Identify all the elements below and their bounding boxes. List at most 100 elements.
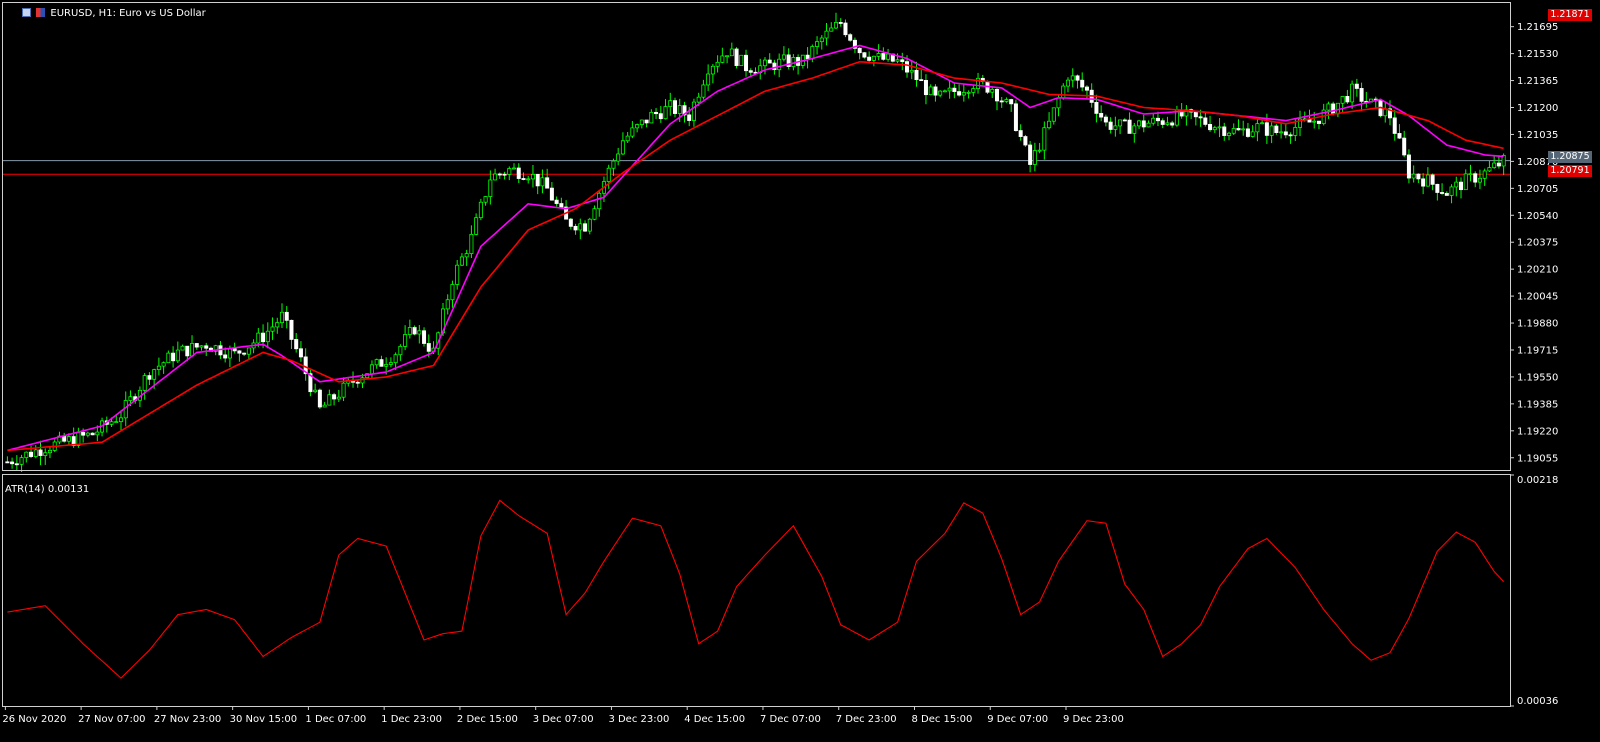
candle-body	[554, 199, 559, 204]
x-tick-label: 8 Dec 15:00	[911, 714, 972, 725]
candle-body	[1430, 174, 1435, 185]
candle-body	[710, 65, 715, 75]
candle-body	[1222, 126, 1227, 136]
candle-body	[999, 100, 1004, 103]
x-tick-label: 4 Dec 15:00	[684, 714, 745, 725]
candle-body	[95, 431, 100, 436]
candle-body	[332, 394, 337, 400]
candle-body	[871, 55, 876, 61]
candle-body	[852, 39, 857, 49]
candle-body	[265, 330, 270, 343]
candle-body	[720, 55, 725, 63]
candle-body	[663, 106, 668, 120]
candle-body	[336, 396, 341, 400]
candle-body	[512, 167, 517, 170]
candle-body	[938, 90, 943, 96]
candle-body	[611, 160, 616, 169]
candle-body	[29, 451, 34, 457]
candle-body	[180, 345, 185, 351]
series-ma-fast	[7, 44, 1504, 452]
candle-body	[43, 452, 48, 456]
candle-body	[535, 173, 540, 187]
candle-body	[14, 463, 19, 466]
candle-body	[284, 311, 289, 321]
candle-body	[1099, 112, 1104, 118]
candle-body	[279, 311, 284, 324]
candle-body	[805, 54, 810, 60]
y-tick-label: 1.21365	[1517, 76, 1558, 87]
candle-body	[976, 77, 981, 89]
candle-body	[1193, 111, 1198, 118]
candle-body	[905, 61, 910, 73]
candle-body	[298, 348, 303, 358]
x-tick-label: 7 Dec 23:00	[836, 714, 897, 725]
candle-body	[1454, 181, 1459, 188]
candle-body	[862, 52, 867, 58]
x-tick-label: 30 Nov 15:00	[230, 714, 297, 725]
candle-body	[592, 208, 597, 220]
candle-body	[843, 22, 848, 36]
candle-body	[57, 435, 62, 443]
candle-body	[909, 69, 914, 73]
candle-body	[1468, 173, 1473, 176]
candle-body	[516, 167, 521, 179]
candle-body	[24, 451, 29, 459]
y-tick-label: 1.20540	[1517, 211, 1558, 222]
candle-body	[734, 48, 739, 66]
x-tick-label: 1 Dec 07:00	[305, 714, 366, 725]
candle-body	[530, 173, 535, 180]
candle-body	[583, 223, 588, 232]
candle-body	[303, 356, 308, 375]
candle-body	[715, 61, 720, 67]
candle-body	[403, 334, 408, 347]
chart-title-text: EURUSD, H1: Euro vs US Dollar	[50, 8, 206, 19]
candle-body	[1018, 130, 1023, 137]
candle-body	[469, 234, 474, 255]
candle-body	[1269, 125, 1274, 136]
candle-body	[1208, 124, 1213, 131]
x-tick-label: 3 Dec 07:00	[533, 714, 594, 725]
candle-body	[185, 345, 190, 357]
candle-body	[933, 86, 938, 96]
candle-body	[507, 168, 512, 175]
y-tick-label: 1.21200	[1517, 103, 1558, 114]
candle-body	[587, 218, 592, 232]
x-tick-label: 9 Dec 07:00	[987, 714, 1048, 725]
candle-body	[474, 217, 479, 235]
candle-body	[545, 177, 550, 189]
candle-body	[232, 348, 237, 352]
y-tick-label: 1.20375	[1517, 238, 1558, 249]
candle-body	[568, 218, 573, 227]
y-tick-label: 1.21035	[1517, 130, 1558, 141]
candle-body	[161, 362, 166, 367]
candle-body	[38, 449, 43, 456]
upper-line-price-tag: 1.21871	[1548, 9, 1592, 21]
candle-body	[521, 178, 526, 180]
candle-body	[540, 177, 545, 187]
candle-body	[895, 59, 900, 62]
candle-body	[379, 359, 384, 367]
candle-body	[1444, 192, 1449, 196]
candle-body	[369, 364, 374, 375]
candle-body	[1037, 149, 1042, 152]
candle-body	[1160, 120, 1165, 125]
candle-body	[994, 89, 999, 102]
candle-body	[417, 330, 422, 335]
candle-body	[961, 92, 966, 96]
x-tick-label: 27 Nov 07:00	[78, 714, 145, 725]
candle-body	[1298, 118, 1303, 128]
candle-body	[426, 343, 431, 352]
candle-body	[857, 47, 862, 54]
candle-body	[1260, 122, 1265, 125]
candle-body	[942, 90, 947, 93]
candle-body	[867, 56, 872, 61]
candle-body	[819, 37, 824, 43]
candle-body	[578, 223, 583, 231]
candle-body	[1392, 117, 1397, 134]
candle-body	[1274, 125, 1279, 133]
candle-body	[696, 96, 701, 103]
candle-body	[526, 178, 531, 181]
candle-body	[691, 101, 696, 121]
candle-body	[1061, 85, 1066, 99]
